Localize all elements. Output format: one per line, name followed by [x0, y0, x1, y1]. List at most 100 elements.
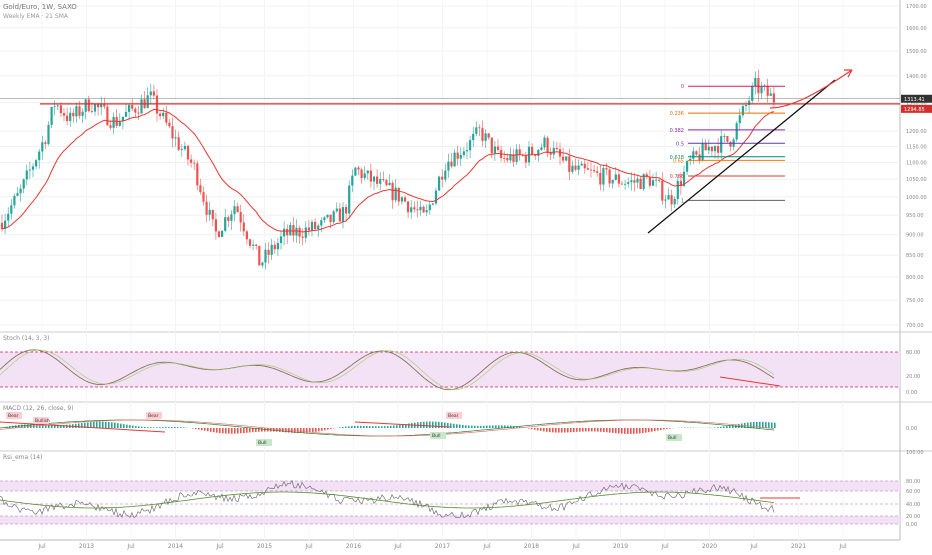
candle-body — [221, 231, 223, 237]
stoch-tick-label: 0.00 — [906, 390, 917, 396]
time-tick-label: 2020 — [702, 543, 717, 550]
candle-body — [333, 211, 335, 222]
candle-body — [472, 134, 474, 140]
macd-histogram-bar — [438, 422, 440, 428]
macd-histogram-bar — [192, 428, 194, 429]
macd-histogram-bar — [573, 428, 575, 432]
macd-histogram-bar — [105, 422, 107, 428]
candle-body — [240, 212, 242, 222]
time-tick-label: 2016 — [346, 543, 361, 550]
macd-histogram-bar — [435, 422, 437, 428]
macd-histogram-bar — [174, 427, 176, 428]
price-tick-label: 900.00 — [906, 233, 924, 239]
candle-body — [370, 171, 372, 182]
candle-body — [150, 92, 152, 96]
candle-body — [714, 146, 716, 151]
price-tick-label: 800.00 — [906, 275, 924, 281]
candle-body — [66, 116, 68, 121]
macd-histogram-bar — [357, 426, 359, 428]
macd-histogram-bar — [654, 428, 656, 431]
macd-histogram-bar — [375, 426, 377, 428]
candle-body — [320, 220, 322, 225]
candle-body — [686, 161, 688, 172]
candle-body — [243, 223, 245, 232]
macd-histogram-bar — [642, 428, 644, 433]
candle-body — [224, 217, 226, 231]
macd-histogram-bar — [114, 423, 116, 428]
candle-body — [460, 155, 462, 159]
macd-histogram-bar — [201, 428, 203, 430]
candle-body — [215, 219, 217, 231]
macd-histogram-bar — [147, 427, 149, 428]
candle-body — [277, 243, 279, 249]
fib-level-label: 0.5 — [676, 141, 684, 147]
macd-histogram-bar — [195, 428, 197, 429]
time-tick-label: Jul — [660, 543, 669, 550]
candle-body — [760, 87, 762, 93]
candle-body — [348, 186, 350, 214]
candle-body — [698, 155, 700, 161]
candle-body — [131, 105, 133, 109]
macd-histogram-bar — [117, 423, 119, 428]
macd-histogram-bar — [150, 427, 152, 428]
candle-body — [503, 158, 505, 159]
macd-histogram-bar — [480, 426, 482, 428]
macd-histogram-bar — [462, 425, 464, 428]
time-tick-label: Jul — [126, 543, 135, 550]
rsi-tick-label: 20.00 — [906, 514, 920, 520]
macd-histogram-bar — [168, 427, 170, 428]
candle-body — [351, 176, 353, 186]
candle-body — [457, 153, 459, 159]
rsi-tick-label: 0.00 — [906, 522, 917, 528]
candle-body — [109, 125, 111, 128]
macd-histogram-bar — [477, 426, 479, 428]
candle-body — [271, 245, 273, 255]
candle-body — [128, 105, 130, 112]
candle-body — [289, 225, 291, 235]
price-tick-label: 1700.00 — [906, 4, 927, 10]
macd-histogram-bar — [612, 428, 614, 433]
candle-body — [466, 150, 468, 151]
candle-body — [627, 182, 629, 184]
candle-body — [568, 156, 570, 171]
candle-body — [299, 228, 301, 237]
macd-histogram-bar — [153, 427, 155, 428]
macd-histogram-bar — [300, 428, 302, 433]
macd-histogram-bar — [732, 425, 734, 428]
macd-histogram-bar — [408, 424, 410, 428]
candle-body — [516, 149, 518, 162]
macd-histogram-bar — [39, 425, 41, 428]
candle-body — [162, 113, 164, 116]
candle-body — [171, 126, 173, 138]
candle-body — [605, 168, 607, 169]
candle-body — [292, 225, 294, 236]
macd-histogram-bar — [183, 427, 185, 428]
candle-body — [720, 136, 722, 153]
candle-body — [339, 209, 341, 222]
candle-body — [506, 158, 508, 160]
candle-body — [308, 228, 310, 231]
candle-body — [398, 188, 400, 202]
macd-histogram-bar — [213, 428, 215, 432]
time-tick-label: Jul — [749, 543, 758, 550]
price-tick-label: 1100.00 — [906, 161, 927, 167]
candle-body — [429, 205, 431, 211]
candle-body — [193, 163, 195, 164]
fib-level-label: 0 — [681, 84, 684, 90]
macd-histogram-bar — [636, 428, 638, 434]
candle-body — [385, 180, 387, 185]
macd-histogram-bar — [546, 428, 548, 432]
candle-body — [717, 146, 719, 153]
macd-histogram-bar — [111, 422, 113, 428]
candle-body — [677, 181, 679, 199]
candle-body — [233, 206, 235, 214]
candle-body — [754, 78, 756, 86]
candle-body — [584, 164, 586, 169]
candle-body — [407, 202, 409, 213]
candle-body — [106, 107, 108, 126]
candle-body — [435, 191, 437, 204]
candle-body — [426, 210, 428, 212]
macd-histogram-bar — [639, 428, 641, 433]
